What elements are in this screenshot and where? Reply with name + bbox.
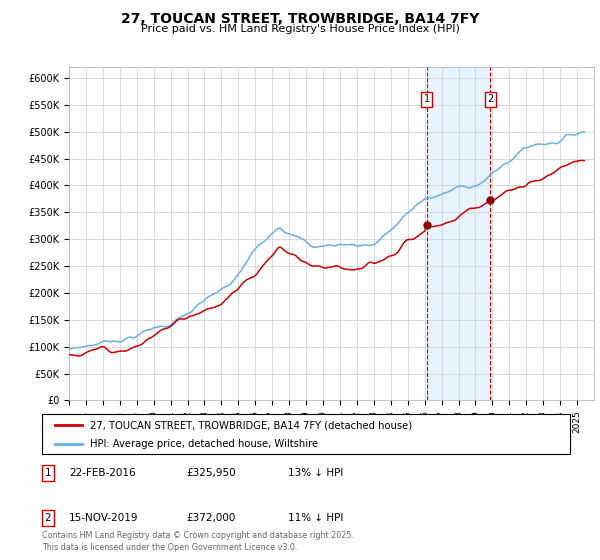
- Text: 1: 1: [424, 95, 430, 105]
- Text: HPI: Average price, detached house, Wiltshire: HPI: Average price, detached house, Wilt…: [89, 439, 317, 449]
- Text: 27, TOUCAN STREET, TROWBRIDGE, BA14 7FY (detached house): 27, TOUCAN STREET, TROWBRIDGE, BA14 7FY …: [89, 421, 412, 431]
- Text: 11% ↓ HPI: 11% ↓ HPI: [288, 513, 343, 523]
- FancyBboxPatch shape: [42, 414, 570, 454]
- Text: £372,000: £372,000: [186, 513, 235, 523]
- Text: £325,950: £325,950: [186, 468, 236, 478]
- Text: 2: 2: [44, 513, 52, 523]
- Text: Contains HM Land Registry data © Crown copyright and database right 2025.
This d: Contains HM Land Registry data © Crown c…: [42, 531, 354, 552]
- Text: 22-FEB-2016: 22-FEB-2016: [69, 468, 136, 478]
- Text: 2: 2: [487, 95, 493, 105]
- Bar: [427, 67, 490, 400]
- Text: 13% ↓ HPI: 13% ↓ HPI: [288, 468, 343, 478]
- Text: 15-NOV-2019: 15-NOV-2019: [69, 513, 139, 523]
- Text: 27, TOUCAN STREET, TROWBRIDGE, BA14 7FY: 27, TOUCAN STREET, TROWBRIDGE, BA14 7FY: [121, 12, 479, 26]
- Text: 1: 1: [44, 468, 52, 478]
- Text: Price paid vs. HM Land Registry's House Price Index (HPI): Price paid vs. HM Land Registry's House …: [140, 24, 460, 34]
